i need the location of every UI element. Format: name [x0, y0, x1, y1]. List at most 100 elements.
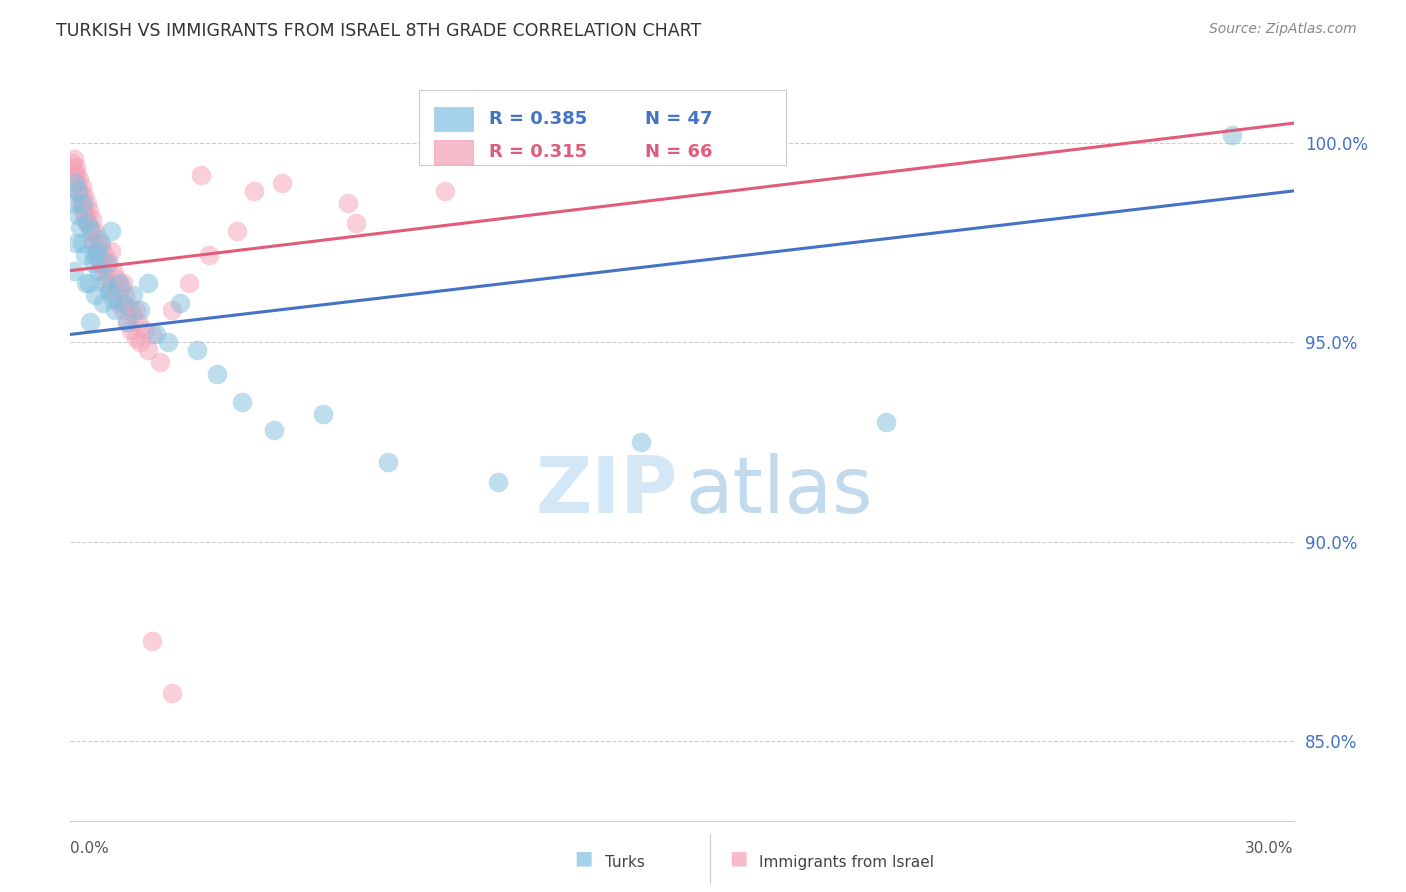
- Point: [65, 235, 87, 250]
- Point: [62, 164, 84, 178]
- Point: [875, 415, 897, 429]
- Point: [105, 271, 128, 285]
- FancyBboxPatch shape: [433, 106, 472, 130]
- Point: [87, 263, 110, 277]
- Point: [336, 195, 359, 210]
- Point: [67, 172, 90, 186]
- Point: [112, 276, 135, 290]
- Text: 0.0%: 0.0%: [70, 840, 110, 855]
- Point: [82, 255, 104, 269]
- Point: [100, 244, 122, 258]
- Point: [63, 152, 86, 166]
- Point: [177, 276, 200, 290]
- Point: [96, 271, 118, 285]
- Point: [124, 331, 146, 345]
- Point: [77, 203, 100, 218]
- Point: [90, 255, 112, 269]
- Point: [91, 263, 114, 277]
- Text: atlas: atlas: [686, 453, 873, 529]
- Point: [73, 188, 96, 202]
- Point: [72, 195, 94, 210]
- Point: [162, 686, 183, 700]
- Point: [122, 287, 145, 301]
- Text: ZIP: ZIP: [536, 453, 678, 529]
- Point: [66, 184, 89, 198]
- FancyBboxPatch shape: [419, 90, 786, 165]
- Point: [136, 276, 159, 290]
- Point: [83, 287, 105, 301]
- Point: [231, 395, 253, 409]
- Point: [80, 211, 103, 226]
- Point: [83, 235, 105, 250]
- Point: [157, 335, 180, 350]
- Point: [73, 208, 96, 222]
- Point: [83, 224, 105, 238]
- Point: [86, 248, 108, 262]
- Point: [108, 295, 131, 310]
- Point: [63, 263, 86, 277]
- Text: 30.0%: 30.0%: [1246, 840, 1294, 855]
- Point: [117, 315, 139, 329]
- Point: [76, 216, 98, 230]
- Point: [73, 248, 96, 262]
- Point: [114, 287, 136, 301]
- Text: ■: ■: [728, 849, 748, 868]
- Point: [121, 323, 143, 337]
- Text: Source: ZipAtlas.com: Source: ZipAtlas.com: [1209, 22, 1357, 37]
- Point: [108, 276, 131, 290]
- Point: [67, 208, 90, 222]
- Point: [98, 255, 121, 269]
- Point: [65, 176, 87, 190]
- Point: [77, 276, 100, 290]
- Point: [87, 232, 110, 246]
- Point: [82, 235, 104, 250]
- Point: [75, 211, 97, 226]
- Text: N = 66: N = 66: [645, 143, 713, 161]
- Point: [69, 188, 91, 202]
- Point: [141, 634, 163, 648]
- Point: [186, 343, 208, 358]
- Point: [630, 435, 652, 450]
- Point: [100, 224, 122, 238]
- Point: [127, 315, 149, 329]
- Point: [488, 475, 510, 489]
- Text: ■: ■: [574, 849, 593, 868]
- Point: [72, 203, 94, 218]
- Point: [141, 327, 163, 342]
- Point: [76, 216, 98, 230]
- Point: [263, 423, 285, 437]
- Point: [67, 184, 90, 198]
- Point: [198, 248, 221, 262]
- Point: [91, 295, 114, 310]
- Point: [75, 276, 97, 290]
- Point: [118, 300, 141, 314]
- Point: [112, 303, 135, 318]
- Point: [190, 168, 212, 182]
- Point: [70, 235, 93, 250]
- Point: [104, 287, 127, 301]
- Point: [100, 279, 122, 293]
- Point: [128, 335, 150, 350]
- Point: [76, 195, 98, 210]
- Point: [205, 368, 228, 382]
- Point: [128, 303, 150, 318]
- Point: [94, 276, 117, 290]
- Point: [271, 176, 294, 190]
- Point: [112, 295, 135, 310]
- Point: [94, 248, 117, 262]
- Point: [101, 292, 124, 306]
- Point: [117, 315, 139, 329]
- Point: [110, 279, 132, 293]
- Point: [145, 327, 167, 342]
- Point: [344, 216, 367, 230]
- Point: [98, 284, 121, 298]
- Point: [70, 180, 93, 194]
- Point: [243, 184, 266, 198]
- Point: [79, 224, 103, 238]
- Point: [90, 235, 112, 250]
- Point: [101, 263, 124, 277]
- Point: [104, 303, 127, 318]
- Text: R = 0.315: R = 0.315: [489, 143, 586, 161]
- Point: [149, 355, 172, 369]
- FancyBboxPatch shape: [433, 139, 472, 163]
